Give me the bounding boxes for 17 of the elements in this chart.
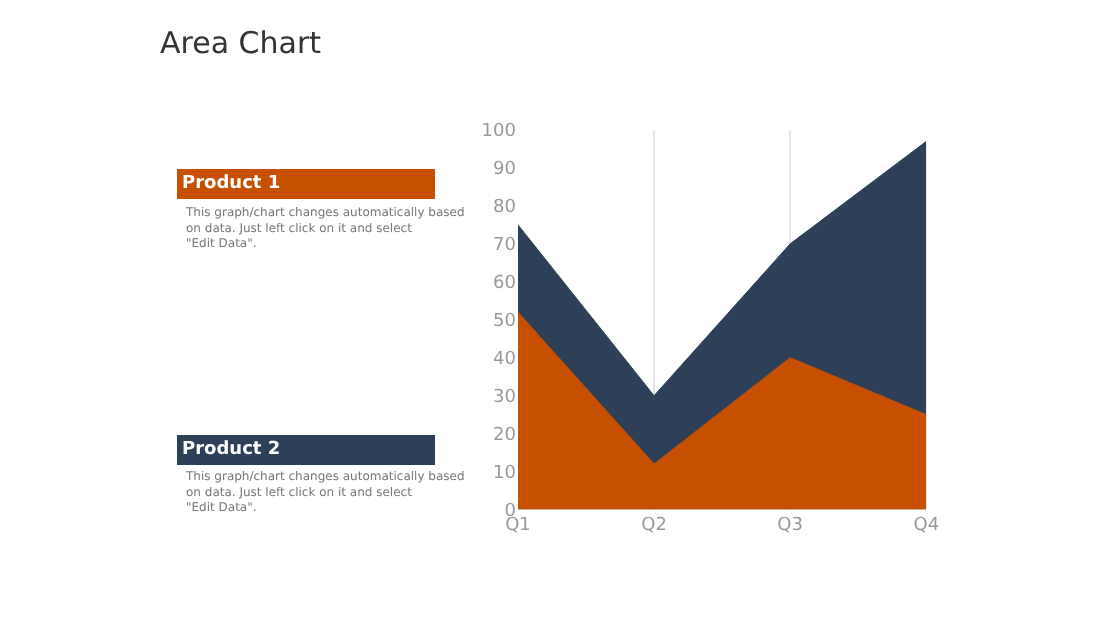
x-tick-label: Q3 <box>777 515 803 536</box>
y-tick-label: 80 <box>493 198 517 219</box>
x-tick-label: Q1 <box>505 515 531 536</box>
x-tick-label: Q4 <box>913 515 940 536</box>
y-tick-label: 30 <box>493 387 517 408</box>
y-tick-label: 50 <box>493 312 517 333</box>
x-tick-label: Q2 <box>641 515 667 536</box>
y-tick-label: 10 <box>493 463 517 484</box>
text: Product 1 <box>182 174 281 194</box>
chart-title: Area Chart <box>160 25 322 61</box>
y-tick-label: 20 <box>493 425 517 446</box>
text: Product 2 <box>182 440 281 460</box>
y-tick-label: 60 <box>493 274 517 295</box>
y-tick-label: 100 <box>481 122 517 143</box>
y-tick-label: 70 <box>493 236 517 257</box>
y-tick-label: 40 <box>493 350 517 371</box>
y-tick-label: 90 <box>493 160 517 181</box>
